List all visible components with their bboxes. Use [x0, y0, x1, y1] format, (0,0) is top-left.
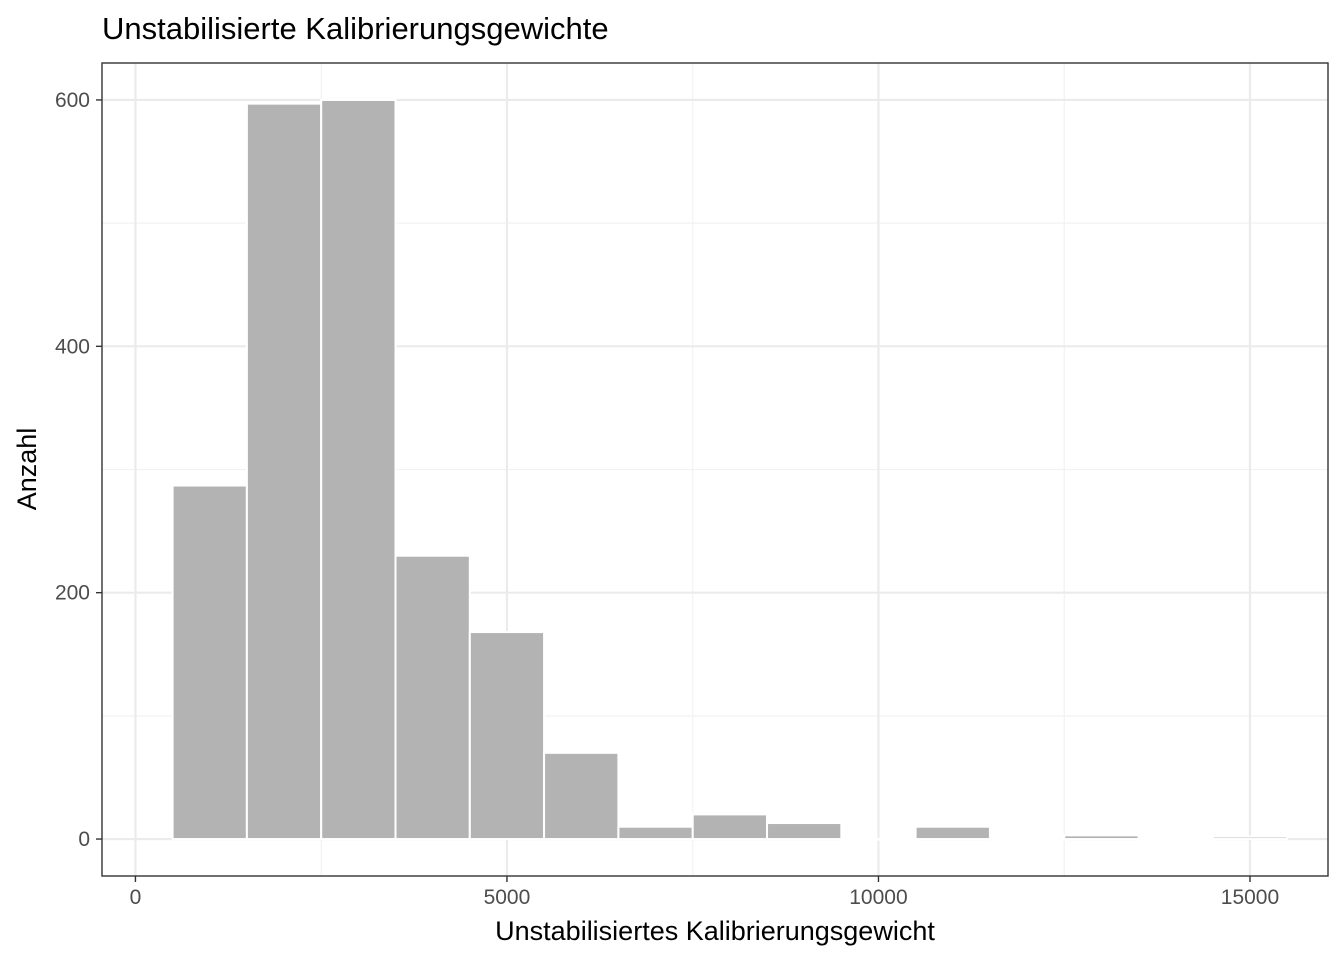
histogram-bar [394, 554, 471, 841]
histogram-bar [1063, 834, 1140, 841]
y-tick-label: 200 [55, 582, 90, 605]
histogram-bar [840, 838, 917, 841]
y-tick-label: 0 [78, 828, 90, 851]
histogram-bar [766, 822, 843, 841]
x-tick-label: 0 [130, 886, 142, 909]
histogram-bar [171, 484, 248, 841]
histogram-bars [171, 98, 1289, 841]
histogram-bar [320, 98, 397, 841]
histogram-bar [914, 825, 991, 841]
x-axis-title: Unstabilisiertes Kalibrierungsgewicht [495, 916, 935, 946]
histogram-bar [691, 813, 769, 841]
histogram-bar [1137, 838, 1214, 841]
x-axis-ticks: 0 5000 10000 15000 [130, 876, 1279, 909]
histogram-bar [988, 838, 1066, 841]
x-tick-label: 5000 [484, 886, 531, 909]
chart-title: Unstabilisierte Kalibrierungsgewichte [102, 11, 609, 46]
histogram-bar [468, 631, 546, 841]
y-tick-label: 400 [55, 335, 90, 358]
y-axis-title: Anzahl [12, 428, 42, 511]
x-tick-label: 15000 [1221, 886, 1279, 909]
histogram-bar [617, 825, 694, 841]
histogram-bar [543, 751, 620, 841]
panel-border [101, 62, 1329, 877]
x-tick-label: 10000 [849, 886, 907, 909]
histogram-bar [1211, 835, 1289, 841]
y-axis-ticks: 0 200 400 600 [55, 89, 102, 851]
y-tick-label: 600 [55, 89, 90, 112]
histogram-bar [245, 102, 323, 841]
